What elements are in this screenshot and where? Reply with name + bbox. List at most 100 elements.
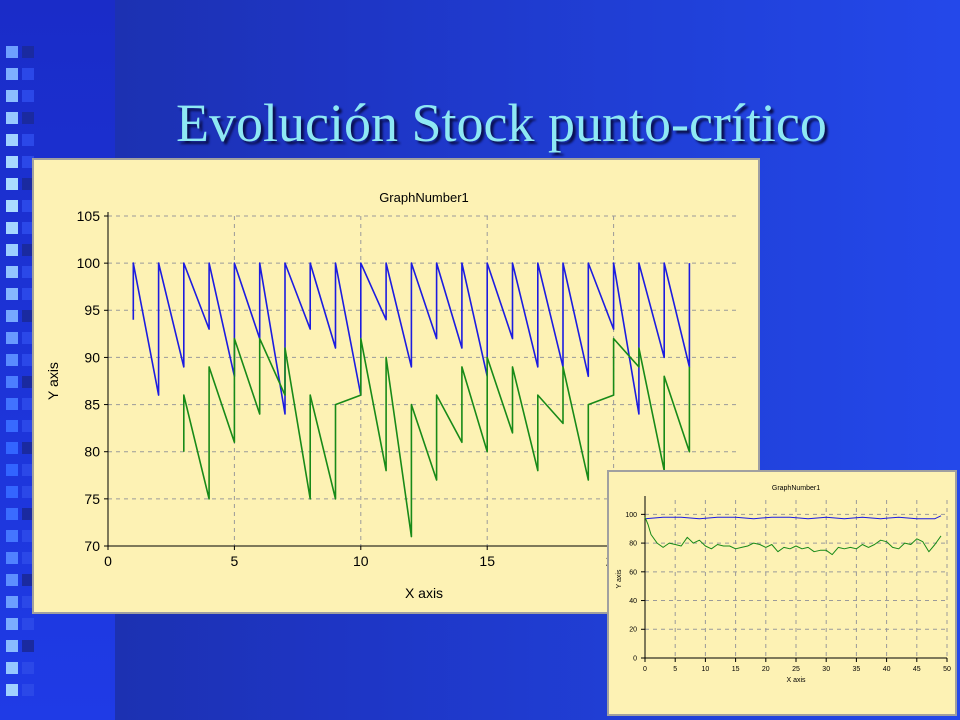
- decorative-square: [22, 288, 34, 300]
- decorative-square: [22, 376, 34, 388]
- decorative-square: [6, 552, 18, 564]
- decorative-square: [22, 68, 34, 80]
- decorative-square: [6, 464, 18, 476]
- decorative-square: [6, 618, 18, 630]
- decorative-square: [22, 640, 34, 652]
- decorative-square: [6, 662, 18, 674]
- decorative-square: [6, 574, 18, 586]
- decorative-square: [6, 530, 18, 542]
- decorative-square: [22, 354, 34, 366]
- decorative-square: [22, 332, 34, 344]
- decorative-square: [6, 486, 18, 498]
- y-tick-label: 105: [77, 208, 101, 224]
- decorative-square: [6, 640, 18, 652]
- decorative-square: [22, 156, 34, 168]
- x-tick-label: 35: [853, 666, 861, 673]
- decorative-square: [22, 662, 34, 674]
- decorative-square: [22, 574, 34, 586]
- y-tick-label: 20: [629, 627, 637, 634]
- slide-title: Evolución Stock punto-crítico: [176, 93, 827, 153]
- decorative-square: [22, 508, 34, 520]
- decorative-square: [22, 420, 34, 432]
- series-line-2: [644, 517, 942, 556]
- x-tick-label: 5: [231, 553, 239, 569]
- x-tick-label: 5: [673, 666, 677, 673]
- decorative-square: [6, 684, 18, 696]
- decorative-square: [6, 288, 18, 300]
- decorative-square: [6, 354, 18, 366]
- x-axis-label: X axis: [786, 677, 806, 684]
- decorative-square: [22, 398, 34, 410]
- y-tick-label: 40: [629, 598, 637, 605]
- y-tick-label: 60: [629, 569, 637, 576]
- decorative-square: [22, 134, 34, 146]
- decorative-square: [6, 200, 18, 212]
- y-axis-label: Y axis: [45, 362, 61, 400]
- decorative-square: [6, 508, 18, 520]
- y-tick-label: 75: [84, 491, 100, 507]
- x-tick-label: 40: [883, 666, 891, 673]
- decorative-square: [6, 398, 18, 410]
- decorative-square: [22, 112, 34, 124]
- decorative-square: [6, 178, 18, 190]
- x-tick-label: 0: [643, 666, 647, 673]
- x-tick-label: 50: [943, 666, 951, 673]
- decorative-square: [22, 46, 34, 58]
- decorative-square: [6, 222, 18, 234]
- main-chart-panel: 05101520707580859095100105GraphNumber1X …: [32, 158, 760, 614]
- series-line-1: [644, 515, 942, 520]
- x-tick-label: 15: [732, 666, 740, 673]
- series-line-2: [183, 337, 691, 538]
- decorative-square: [6, 442, 18, 454]
- decorative-square: [6, 420, 18, 432]
- chart-title: GraphNumber1: [379, 190, 469, 205]
- decorative-square: [22, 310, 34, 322]
- y-tick-label: 90: [84, 349, 100, 365]
- x-tick-label: 0: [104, 553, 112, 569]
- y-tick-label: 100: [77, 255, 101, 271]
- decorative-square: [6, 244, 18, 256]
- y-tick-label: 70: [84, 538, 100, 554]
- y-tick-label: 0: [633, 655, 637, 662]
- x-axis-label: X axis: [405, 585, 443, 601]
- decorative-square: [22, 222, 34, 234]
- decorative-square: [22, 266, 34, 278]
- decorative-square: [22, 178, 34, 190]
- decorative-square: [6, 310, 18, 322]
- decorative-square: [6, 112, 18, 124]
- x-tick-label: 20: [762, 666, 770, 673]
- y-tick-label: 100: [625, 512, 637, 519]
- decorative-square: [6, 156, 18, 168]
- decorative-square: [22, 618, 34, 630]
- y-axis-label: Y axis: [616, 569, 623, 588]
- decorative-square: [22, 90, 34, 102]
- x-tick-label: 30: [822, 666, 830, 673]
- decorative-square: [6, 46, 18, 58]
- inset-chart: 0 5 10 15 20 25 30 35 40 45 50 0 20 40 60 80 100 GraphNum…: [609, 472, 955, 714]
- y-tick-label: 80: [629, 541, 637, 548]
- decorative-square: [22, 684, 34, 696]
- decorative-square: [6, 266, 18, 278]
- decorative-square: [22, 552, 34, 564]
- decorative-square: [6, 596, 18, 608]
- y-tick-label: 95: [84, 302, 100, 318]
- series-line-1: [132, 262, 691, 415]
- decorative-square: [22, 530, 34, 542]
- x-tick-label: 15: [479, 553, 495, 569]
- decorative-square: [6, 134, 18, 146]
- x-tick-label: 10: [353, 553, 369, 569]
- decorative-square: [22, 464, 34, 476]
- chart-title: GraphNumber1: [772, 485, 820, 492]
- inset-chart-panel: 0 5 10 15 20 25 30 35 40 45 50 0 20 40 60 80 100 GraphNum…: [607, 470, 957, 716]
- decorative-square: [22, 244, 34, 256]
- x-tick-label: 10: [702, 666, 710, 673]
- decorative-square: [22, 596, 34, 608]
- decorative-square: [6, 332, 18, 344]
- y-tick-label: 80: [84, 444, 100, 460]
- y-tick-label: 85: [84, 396, 100, 412]
- decorative-square: [22, 442, 34, 454]
- x-tick-label: 45: [913, 666, 921, 673]
- chart-background: [609, 472, 955, 714]
- decorative-square: [6, 90, 18, 102]
- decorative-square: [6, 68, 18, 80]
